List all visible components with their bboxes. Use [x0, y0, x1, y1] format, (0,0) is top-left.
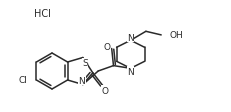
Text: N: N [127, 67, 133, 76]
Text: O: O [103, 43, 110, 52]
Text: O: O [101, 86, 108, 95]
Text: Cl: Cl [18, 76, 27, 85]
Text: N: N [78, 76, 85, 85]
Text: S: S [82, 58, 87, 67]
Text: HCl: HCl [33, 9, 50, 19]
Text: OH: OH [168, 31, 182, 40]
Text: N: N [127, 33, 133, 42]
